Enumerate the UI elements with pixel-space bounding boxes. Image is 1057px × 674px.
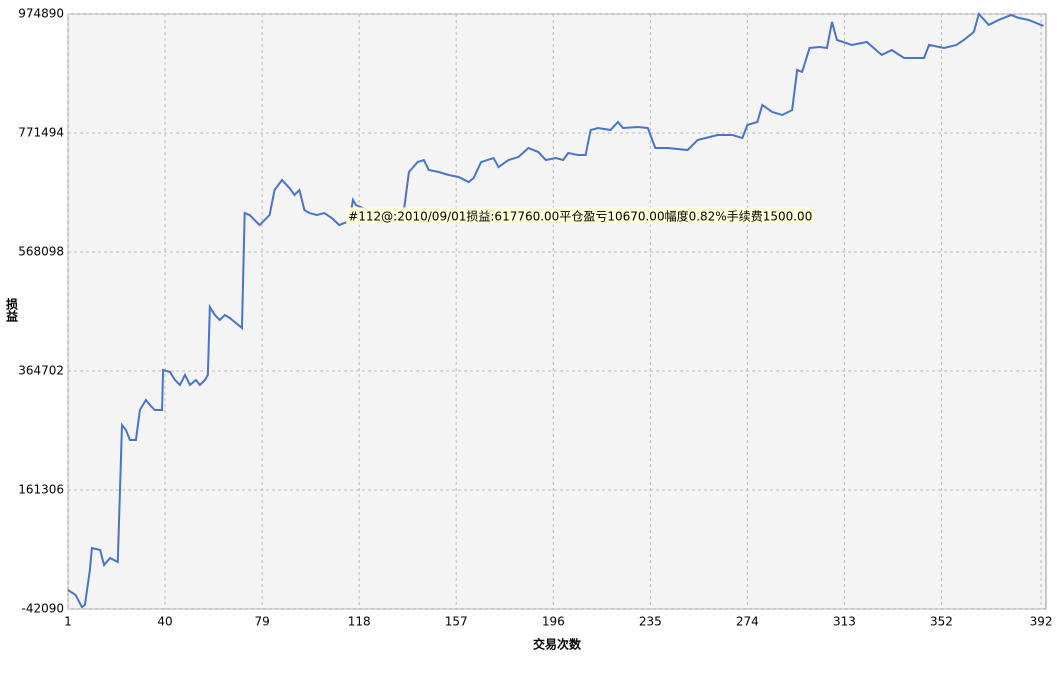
y-tick-label: 771494 (18, 126, 64, 140)
y-tick-label: 974890 (18, 7, 64, 21)
line-series (67, 11, 1044, 609)
x-tick-label: 157 (445, 615, 468, 629)
y-tick-label: 364702 (18, 364, 64, 378)
x-tick-label: 1 (64, 615, 72, 629)
y-tick-label: -42090 (21, 602, 64, 616)
annotation: #112@:2010/09/01损益:617760.00平仓盈亏10670.00… (346, 207, 815, 225)
y-axis-label: 损益 (5, 297, 19, 323)
x-tick-label: 313 (833, 615, 856, 629)
plot-area (67, 13, 1047, 610)
x-tick-label: 196 (542, 615, 565, 629)
x-tick-label: 352 (930, 615, 953, 629)
annotation-text: #112@:2010/09/01损益:617760.00平仓盈亏10670.00… (348, 208, 812, 223)
y-tick-label: 568098 (18, 245, 64, 259)
annotation-bg (346, 207, 815, 225)
y-tick-label: 161306 (18, 483, 64, 497)
x-tick-label: 118 (348, 615, 371, 629)
x-axis-label: 交易次数 (533, 637, 582, 652)
x-tick-label: 40 (157, 615, 172, 629)
x-tick-label: 392 (1030, 615, 1053, 629)
x-tick-label: 79 (254, 615, 269, 629)
x-tick-label: 235 (639, 615, 662, 629)
x-tick-label: 274 (736, 615, 759, 629)
